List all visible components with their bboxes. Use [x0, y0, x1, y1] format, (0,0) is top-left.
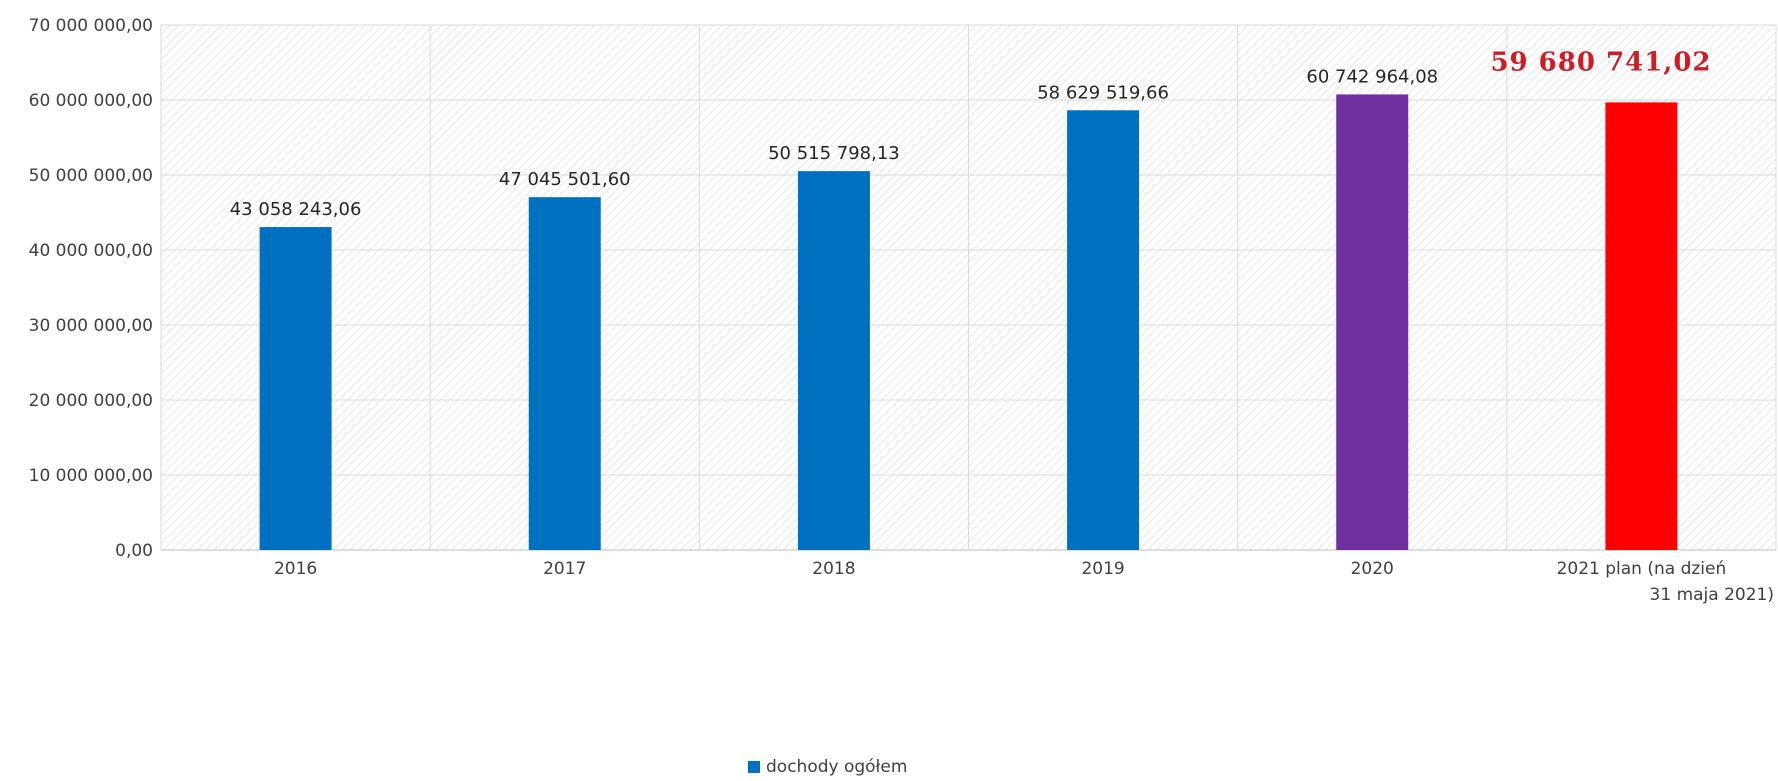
data-label: 43 058 243,06: [230, 199, 362, 220]
bar-2019: [1067, 110, 1140, 551]
bar-2020: [1336, 94, 1409, 551]
bar-2021: [1605, 102, 1678, 550]
y-tick-label: 60 000 000,00: [29, 91, 153, 111]
x-tick-label: 2020: [1351, 559, 1394, 579]
x-tick-label: 2021 plan (na dzień: [1557, 559, 1727, 579]
data-label: 60 742 964,08: [1306, 66, 1438, 87]
y-tick-label: 40 000 000,00: [29, 241, 153, 261]
y-tick-label: 30 000 000,00: [29, 316, 153, 336]
data-label: 58 629 519,66: [1037, 82, 1169, 103]
y-tick-label: 50 000 000,00: [29, 166, 153, 186]
legend-label: dochody ogółem: [766, 757, 908, 777]
x-tick-label: 2016: [274, 559, 317, 579]
bar-2018: [797, 171, 870, 550]
legend: dochody ogółem: [748, 757, 907, 777]
x-tick-label: 31 maja 2021): [1650, 585, 1774, 605]
y-tick-label: 0,00: [115, 541, 153, 561]
data-label: 59 680 741,02: [1490, 47, 1711, 77]
legend-swatch: [748, 761, 760, 773]
x-tick-label: 2017: [543, 559, 586, 579]
x-tick-label: 2018: [812, 559, 855, 579]
data-label: 50 515 798,13: [768, 143, 900, 164]
bar-2016: [259, 227, 332, 550]
y-tick-label: 70 000 000,00: [29, 16, 153, 36]
bar-2017: [528, 197, 601, 550]
y-tick-label: 10 000 000,00: [29, 466, 153, 486]
x-tick-label: 2019: [1081, 559, 1124, 579]
y-tick-label: 20 000 000,00: [29, 391, 153, 411]
data-label: 47 045 501,60: [499, 169, 631, 190]
